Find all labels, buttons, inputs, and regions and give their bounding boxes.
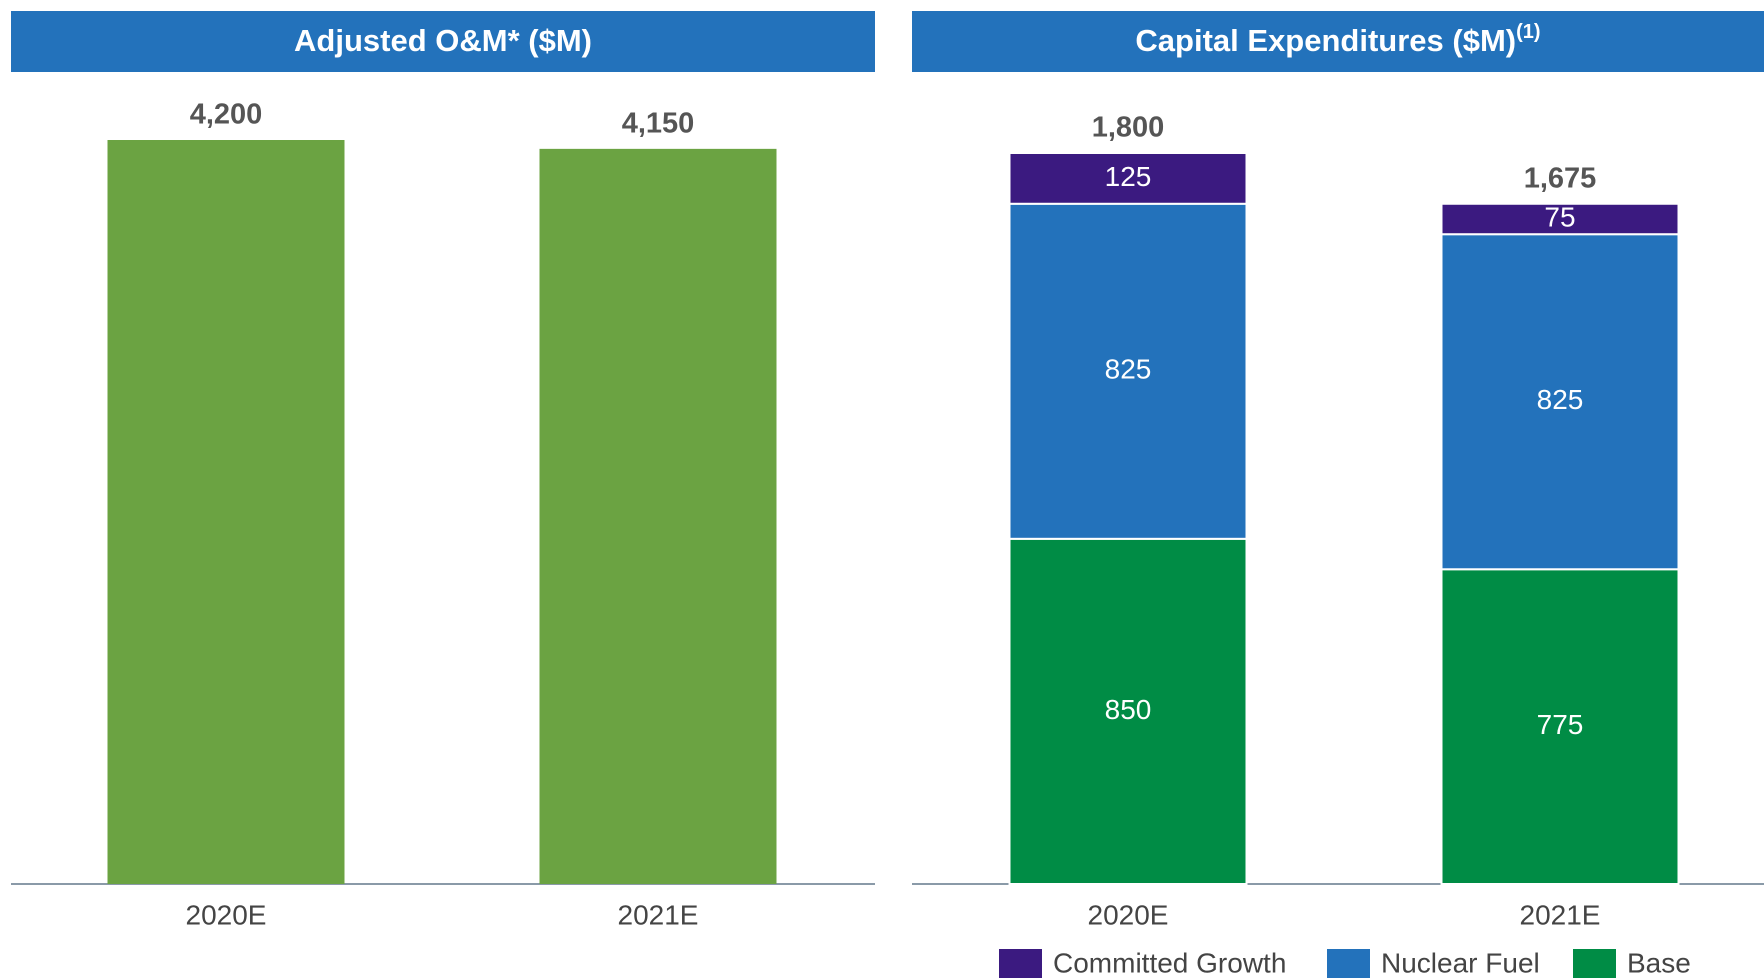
chart-title-text: Adjusted O&M* ($M) — [294, 23, 592, 58]
segment-label: 75 — [1544, 201, 1575, 232]
bar-segment — [1008, 152, 1248, 205]
bar-segment — [1008, 537, 1248, 885]
bar-segment — [1440, 202, 1680, 236]
x-tick-label: 2021E — [618, 899, 699, 930]
chart-title: Capital Expenditures ($M)(1) — [1135, 21, 1540, 58]
x-tick-label: 2021E — [1520, 899, 1601, 930]
chart-title: Adjusted O&M* ($M) — [294, 23, 592, 58]
segment-label: 850 — [1105, 694, 1152, 725]
legend-swatch — [1327, 949, 1370, 978]
segment-label: 125 — [1105, 161, 1152, 192]
segment-label: 775 — [1537, 709, 1584, 740]
segment-label: 825 — [1537, 384, 1584, 415]
total-label: 1,675 — [1524, 162, 1597, 194]
bar-segment — [1440, 233, 1680, 571]
legend-label: Nuclear Fuel — [1381, 947, 1540, 978]
legend-swatch — [999, 949, 1042, 978]
bar-segment — [1008, 202, 1248, 540]
bar — [107, 140, 345, 884]
bar-segment — [1440, 568, 1680, 886]
legend-label: Committed Growth — [1053, 947, 1286, 978]
value-label: 4,200 — [190, 99, 263, 131]
legend-label: Base — [1627, 947, 1691, 978]
title-note: (1) — [1516, 21, 1540, 43]
total-label: 1,800 — [1092, 112, 1165, 144]
value-label: 4,150 — [622, 108, 695, 140]
legend-swatch — [1573, 949, 1616, 978]
x-tick-label: 2020E — [186, 899, 267, 930]
segment-label: 825 — [1105, 354, 1152, 385]
bar — [539, 148, 777, 884]
x-tick-label: 2020E — [1088, 899, 1169, 930]
chart-title-text: Capital Expenditures ($M) — [1135, 23, 1516, 58]
chart-header — [912, 11, 1764, 72]
chart-header — [11, 11, 875, 72]
